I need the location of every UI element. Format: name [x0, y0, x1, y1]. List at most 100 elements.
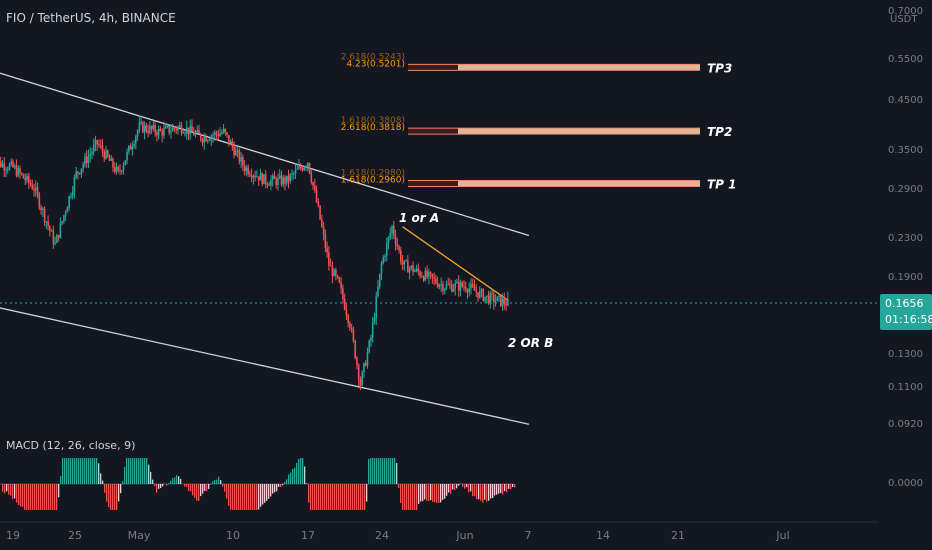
candle-body — [273, 175, 276, 179]
candle-body — [5, 169, 7, 171]
macd-bar — [300, 458, 302, 484]
candle-body — [270, 180, 272, 186]
macd-bar — [136, 458, 138, 484]
candle-body — [366, 352, 369, 366]
candle-body — [335, 269, 337, 276]
target-levels[interactable]: 1.618(0.2980)1.618(0.2960) TP 1 1.618(0.38… — [341, 52, 737, 191]
macd-bar — [148, 464, 150, 484]
macd-bar — [64, 458, 66, 484]
macd-bar — [214, 479, 216, 484]
candle-body — [33, 189, 35, 191]
macd-bar — [276, 484, 278, 492]
macd-bar — [6, 484, 8, 492]
macd-bar — [246, 484, 248, 510]
price-tick: 0.2900 — [888, 184, 923, 195]
candle-body — [463, 286, 465, 288]
macd-bar — [252, 484, 254, 510]
macd-bar — [102, 480, 104, 484]
macd-bar — [392, 458, 394, 484]
macd-bar — [52, 484, 54, 510]
macd-bar — [418, 484, 420, 504]
candle-body — [426, 270, 428, 277]
macd-bar — [220, 480, 222, 484]
channel-upper-line[interactable] — [0, 67, 530, 237]
candle-body — [17, 168, 20, 176]
macd-bar — [468, 484, 470, 493]
candle-body — [194, 132, 197, 136]
price-pane[interactable] — [0, 67, 530, 425]
macd-pane[interactable]: MACD (12, 26, close, 9) 0.0000 — [0, 439, 923, 510]
candle-body — [61, 221, 63, 224]
macd-bar — [406, 484, 408, 510]
macd-bar — [466, 484, 468, 488]
macd-bar — [226, 484, 228, 499]
macd-bar — [144, 458, 146, 484]
candle-body — [226, 132, 228, 136]
candle-body — [199, 133, 202, 140]
candle-body — [359, 379, 362, 386]
target-level-1[interactable]: 1.618(0.2980)1.618(0.2960) TP 1 — [341, 169, 737, 192]
candle-body — [63, 215, 65, 222]
macd-bar — [332, 484, 334, 510]
candle-body — [15, 166, 18, 176]
candle-body — [307, 162, 309, 167]
macd-bar — [476, 484, 478, 500]
macd-bar — [480, 484, 482, 501]
candle-body — [36, 187, 39, 195]
macd-bar — [72, 458, 74, 484]
candle-body — [347, 315, 349, 323]
target-level-2[interactable]: 1.618(0.3808)2.618(0.3818) TP2 — [341, 116, 733, 139]
target-level-3[interactable]: 2.618(0.5243)4.23(0.5201) TP3 — [341, 52, 733, 75]
candle-body — [308, 162, 311, 173]
candle-body — [13, 166, 16, 168]
candle-body — [180, 125, 183, 133]
macd-bar — [442, 484, 444, 500]
candle-body — [145, 125, 148, 132]
macd-bar — [26, 484, 28, 510]
candle-body — [394, 235, 397, 244]
macd-bar — [206, 484, 208, 492]
candle-body — [252, 175, 255, 178]
macd-bar — [432, 484, 434, 502]
price-tick: 0.7000 — [888, 6, 923, 17]
macd-bar — [166, 484, 168, 486]
candle-body — [40, 207, 42, 210]
macd-bar — [60, 475, 62, 484]
macd-bar — [128, 458, 130, 484]
candle-body — [287, 175, 290, 182]
macd-bar — [176, 475, 178, 484]
time-axis[interactable]: 19 25 May 10 17 24 Jun 7 14 21 Jul — [6, 529, 790, 542]
triangle-resistance-line[interactable] — [402, 226, 509, 301]
macd-bar — [48, 484, 50, 510]
symbol-title[interactable]: FIO / TetherUS, 4h, BINANCE — [6, 11, 176, 25]
candle-body — [456, 281, 458, 284]
macd-bar — [244, 484, 246, 510]
candle-body — [236, 150, 239, 152]
candle-body — [419, 271, 421, 277]
candle-body — [329, 265, 332, 267]
macd-bar — [318, 484, 320, 510]
time-tick: 7 — [525, 529, 532, 542]
price-axis[interactable]: USDT 0.7000 0.5500 0.4500 0.3500 0.2900 0.230… — [888, 6, 923, 430]
macd-bar — [212, 481, 214, 484]
candle-body — [229, 141, 232, 144]
candle-body — [396, 243, 399, 247]
macd-bar — [106, 484, 108, 502]
candle-body — [224, 128, 227, 133]
candle-body — [171, 127, 174, 132]
macd-bar — [434, 484, 436, 503]
channel-lower-line[interactable] — [0, 304, 530, 425]
macd-bar — [24, 484, 26, 510]
candle-body — [10, 161, 13, 165]
candle-body — [424, 270, 427, 281]
candle-body — [326, 247, 328, 253]
macd-bar — [114, 484, 116, 510]
macd-bar — [278, 484, 280, 487]
candle-body — [84, 156, 86, 165]
candle-body — [349, 322, 351, 328]
price-tick: 0.4500 — [888, 95, 923, 106]
macd-bar — [448, 484, 450, 493]
candle-body — [354, 340, 356, 358]
macd-bar — [370, 458, 372, 484]
